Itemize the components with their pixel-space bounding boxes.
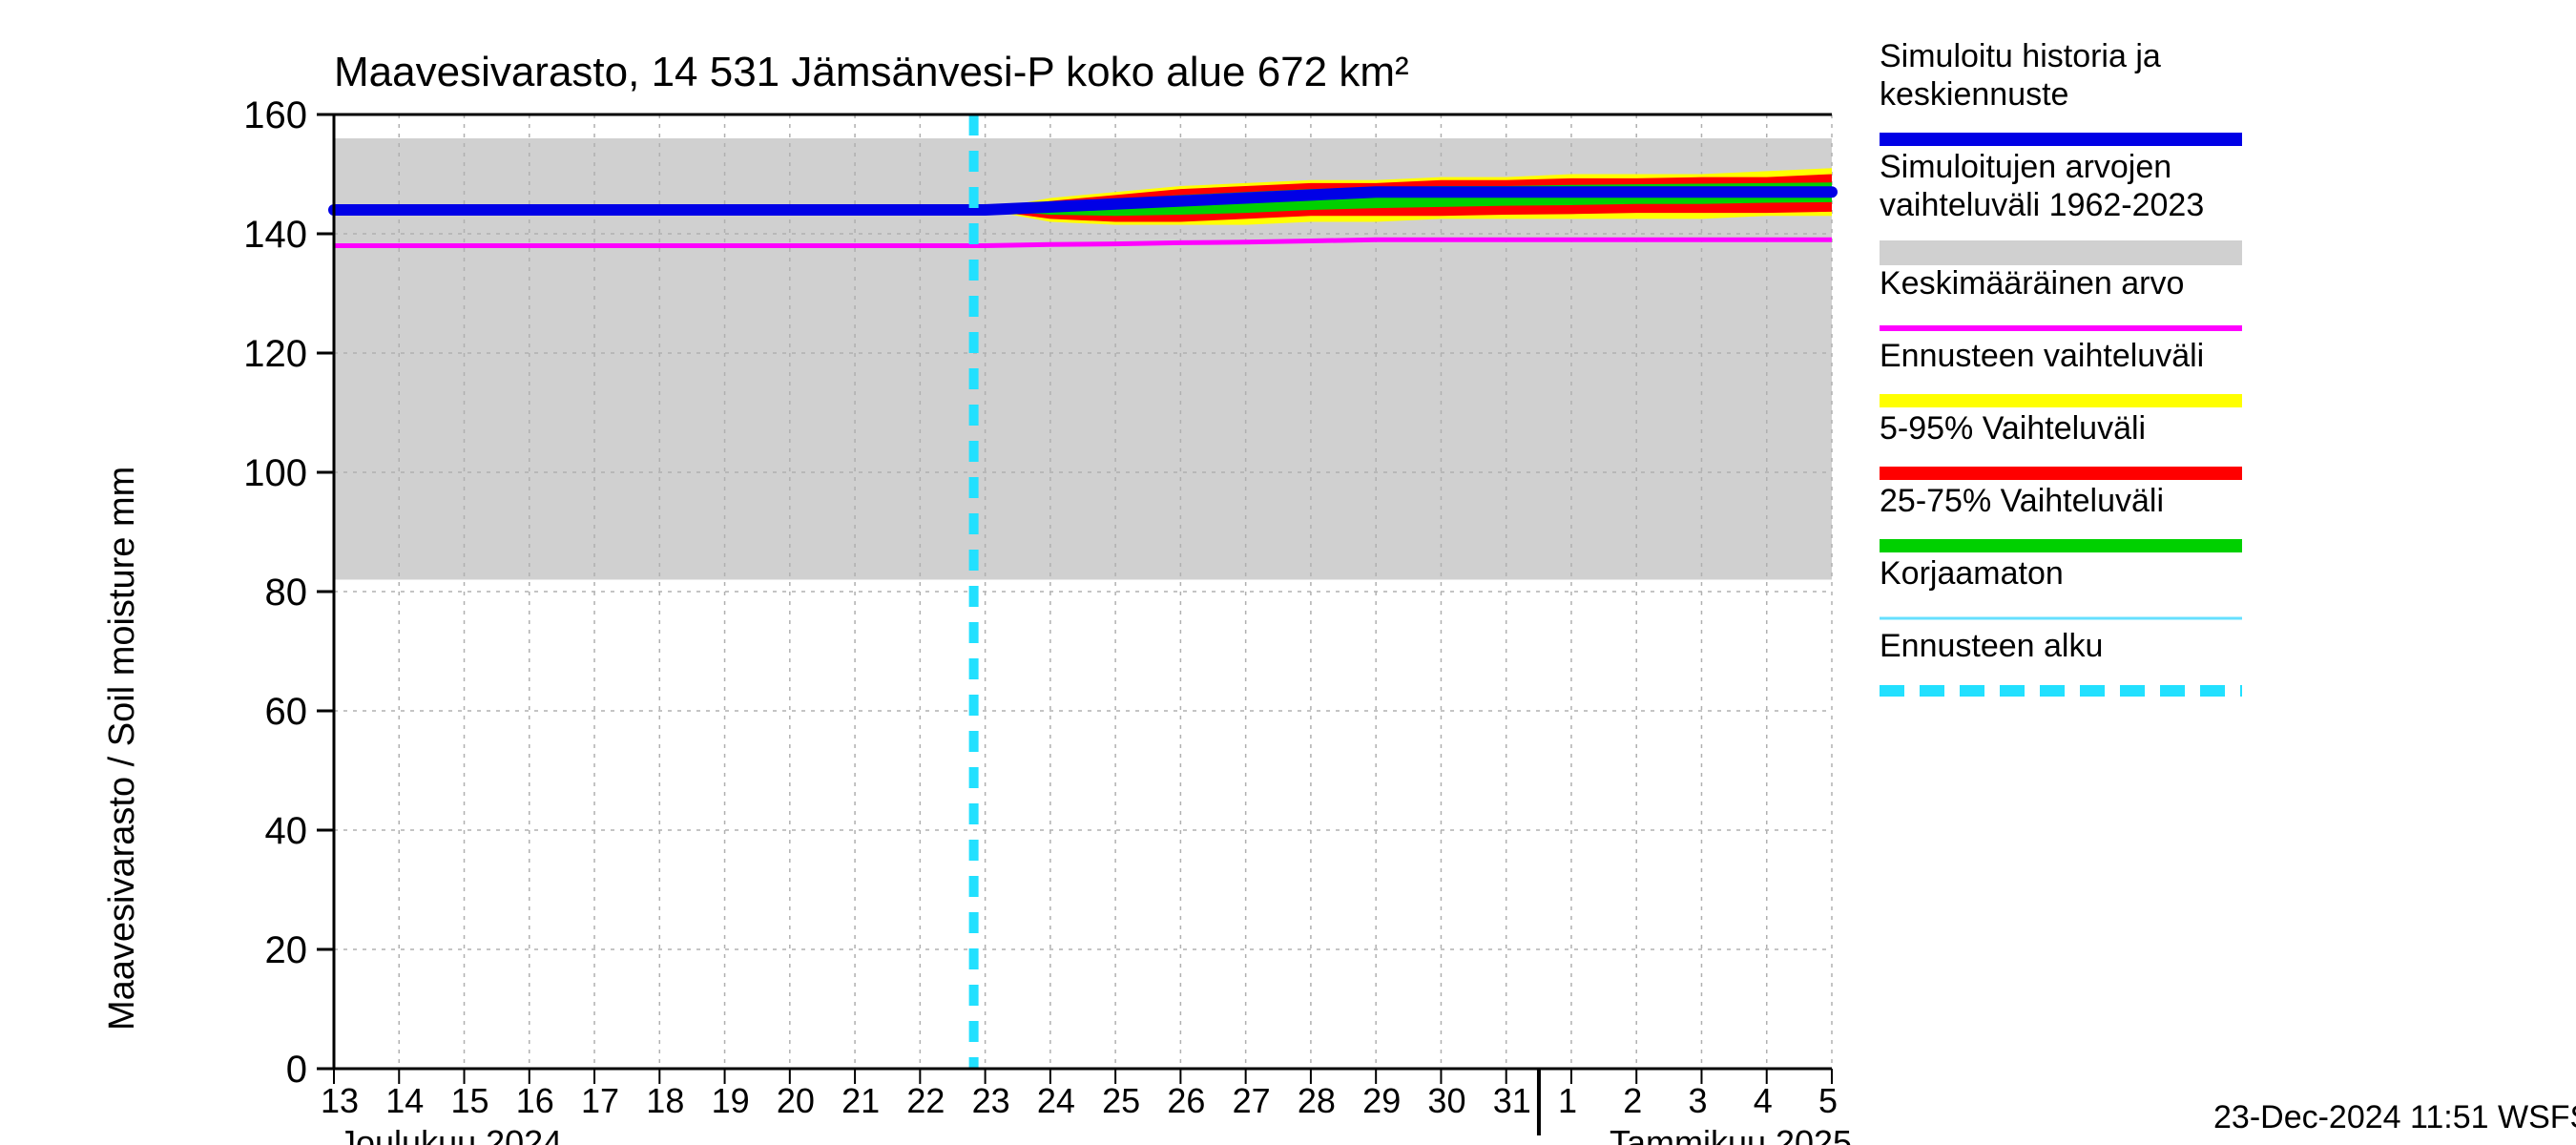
y-tick-label: 120 [243,333,307,375]
x-tick-label: 21 [841,1081,880,1120]
footer-timestamp: 23-Dec-2024 11:51 WSFS-O [2213,1099,2576,1135]
x-tick-label: 13 [321,1081,359,1120]
x-tick-label: 22 [906,1081,945,1120]
x-tick-label: 25 [1102,1081,1140,1120]
x-tick-label: 5 [1818,1081,1838,1120]
legend-label: Simuloitujen arvojen [1880,149,2171,185]
legend-label: Ennusteen alku [1880,628,2103,664]
x-tick-label: 15 [451,1081,489,1120]
x-tick-label: 19 [712,1081,750,1120]
y-tick-label: 80 [265,572,308,614]
x-tick-label: 28 [1298,1081,1336,1120]
month-label-right-1: Tammikuu 2025 [1610,1123,1852,1145]
legend-label: Keskimääräinen arvo [1880,265,2184,302]
x-tick-label: 27 [1233,1081,1271,1120]
y-tick-label: 140 [243,214,307,256]
x-tick-label: 23 [972,1081,1010,1120]
x-tick-label: 24 [1037,1081,1075,1120]
x-tick-label: 20 [777,1081,815,1120]
legend-label: 5-95% Vaihteluväli [1880,410,2146,447]
legend-label: 25-75% Vaihteluväli [1880,483,2164,519]
x-tick-label: 1 [1558,1081,1577,1120]
x-tick-label: 2 [1623,1081,1642,1120]
y-tick-label: 40 [265,810,308,852]
y-tick-label: 0 [286,1049,307,1091]
month-label-left-1: Joulukuu 2024 [339,1123,562,1145]
x-tick-label: 31 [1493,1081,1531,1120]
x-tick-label: 29 [1362,1081,1401,1120]
x-tick-label: 16 [516,1081,554,1120]
legend-label: keskiennuste [1880,76,2068,113]
legend-label: Korjaamaton [1880,555,2064,592]
chart-title: Maavesivarasto, 14 531 Jämsänvesi-P koko… [334,49,1409,95]
legend-label: vaihteluväli 1962-2023 [1880,187,2204,223]
x-tick-label: 3 [1688,1081,1707,1120]
x-tick-label: 17 [581,1081,619,1120]
y-tick-label: 160 [243,94,307,136]
x-tick-label: 26 [1167,1081,1205,1120]
y-tick-label: 60 [265,691,308,733]
legend-swatch [1880,240,2242,265]
legend-label: Ennusteen vaihteluväli [1880,338,2204,374]
y-tick-label: 20 [265,929,308,971]
x-tick-label: 18 [646,1081,684,1120]
y-tick-label: 100 [243,452,307,494]
y-axis-label: Maavesivarasto / Soil moisture mm [102,467,142,1030]
x-tick-label: 30 [1427,1081,1465,1120]
legend-label: Simuloitu historia ja [1880,38,2161,74]
x-tick-label: 4 [1754,1081,1773,1120]
x-tick-label: 14 [385,1081,424,1120]
